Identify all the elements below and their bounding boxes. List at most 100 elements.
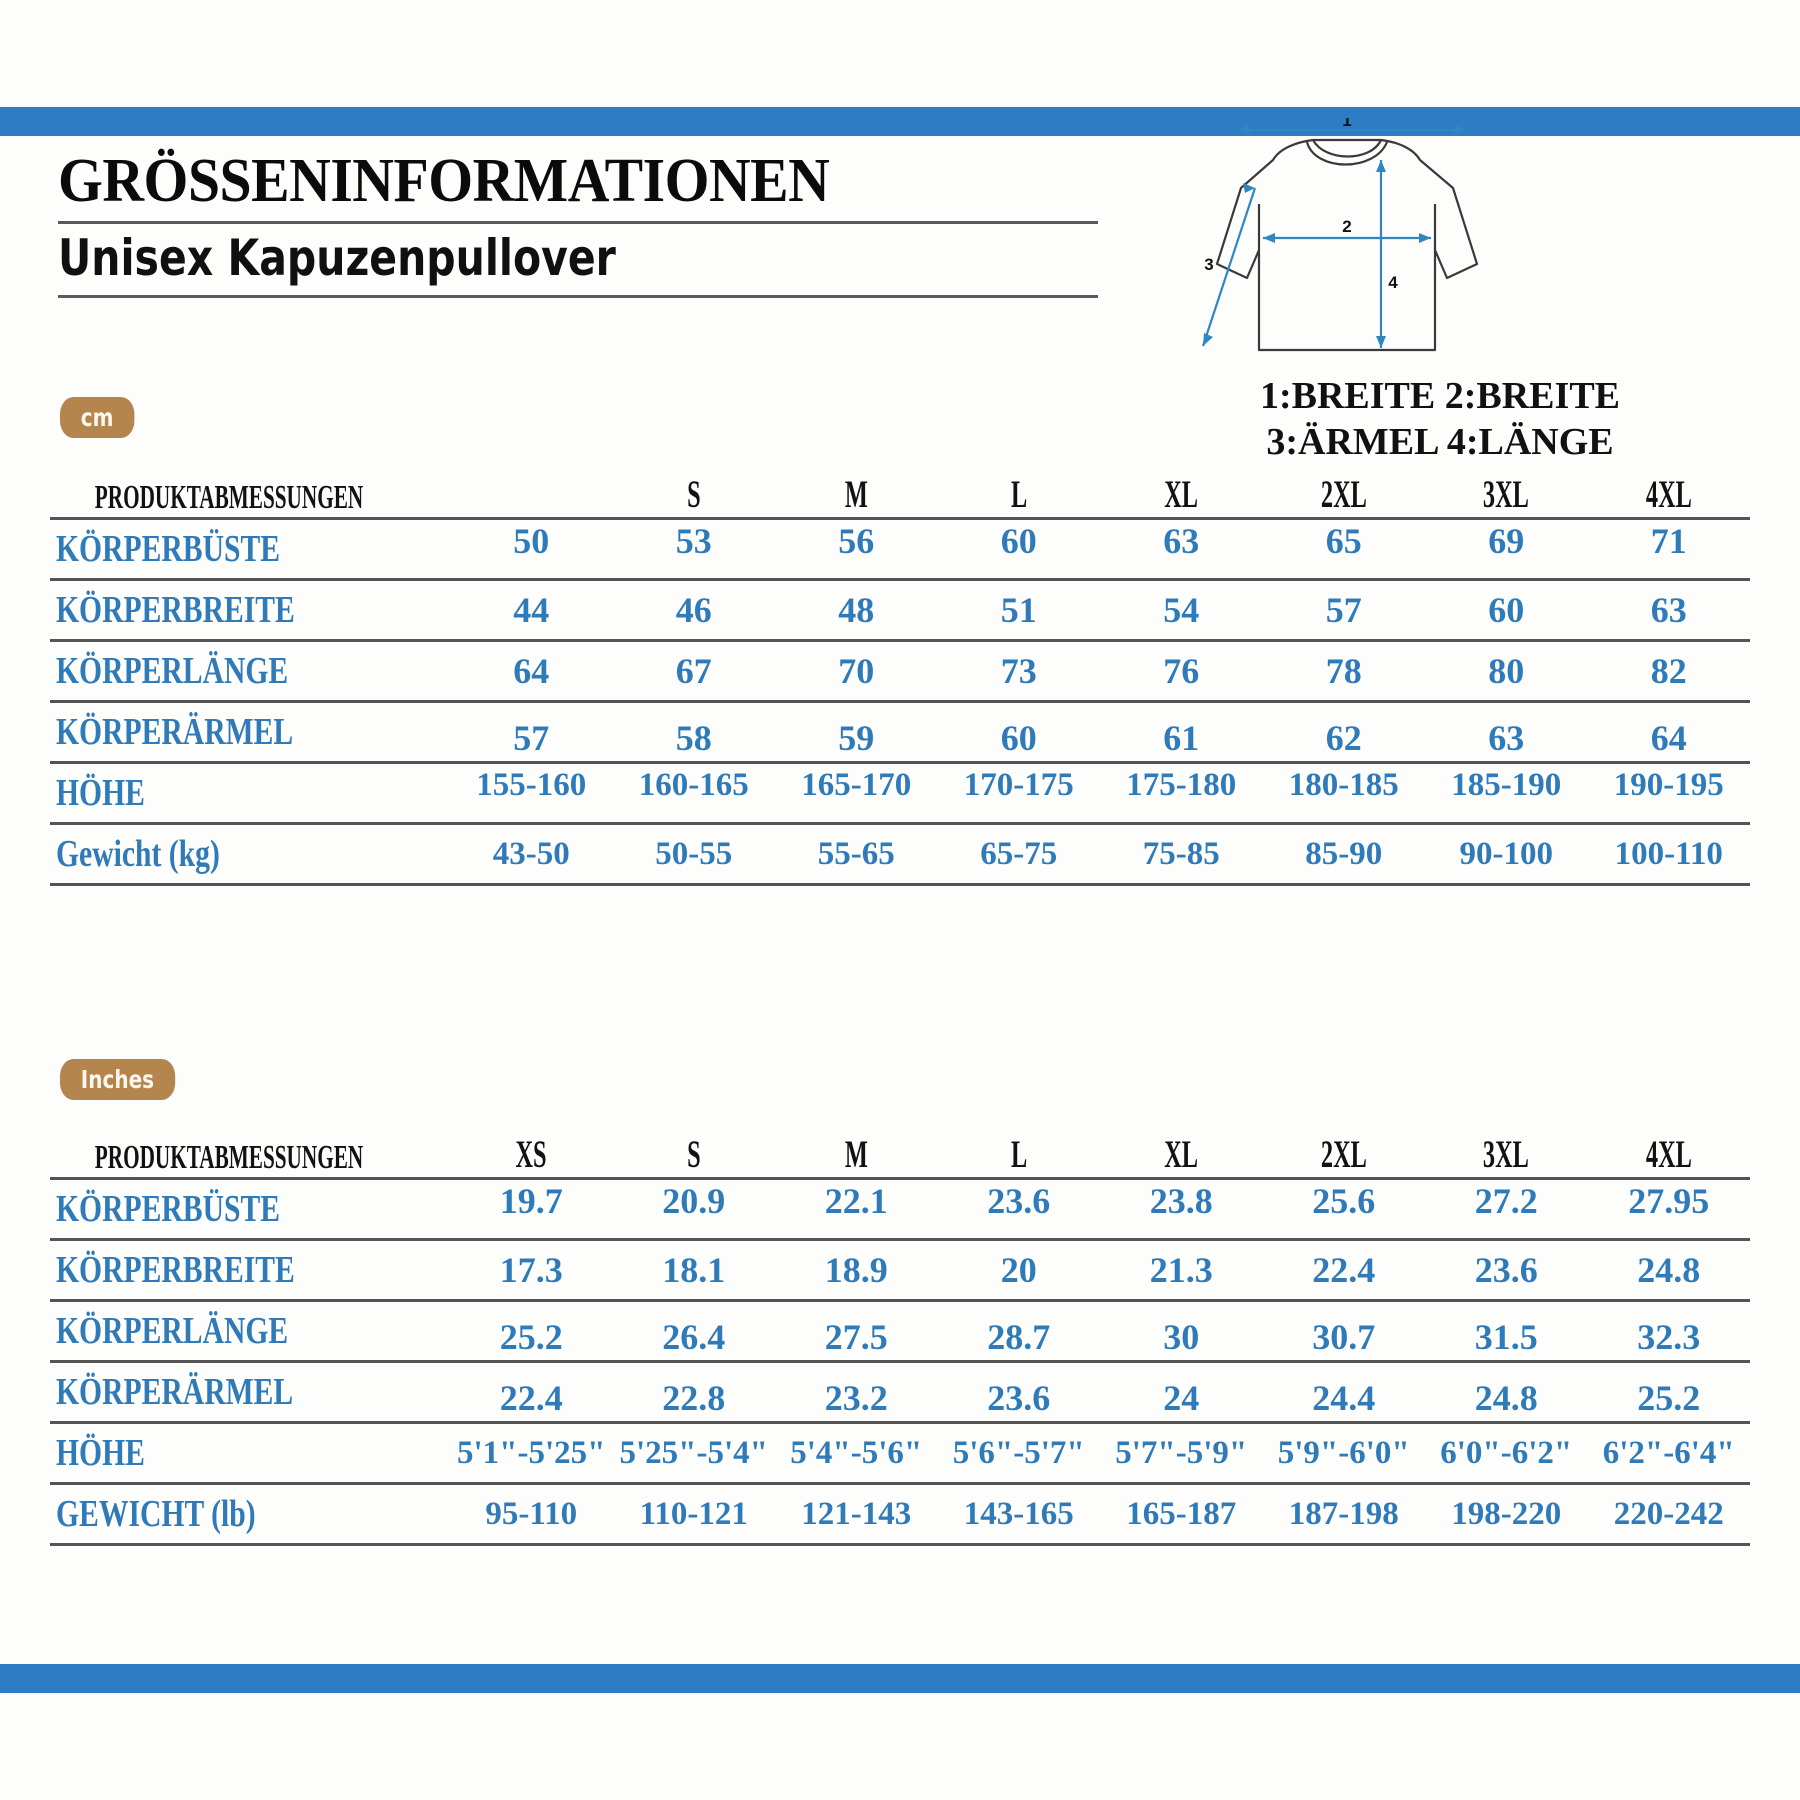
table-row: HÖHE 155-160 160-165 165-170 170-175 175… <box>50 762 1750 824</box>
cell: 21.3 <box>1149 1250 1213 1290</box>
column-header-in-xs: XS <box>515 1133 547 1176</box>
cell: 155-160 <box>476 766 587 803</box>
row-label: KÖRPERÄRMEL <box>56 711 294 753</box>
cell: 5'9"-6'0" <box>1277 1434 1410 1471</box>
cell: 5'7"-5'9" <box>1115 1434 1248 1471</box>
cell: 26.4 <box>662 1317 726 1357</box>
row-label: KÖRPERLÄNGE <box>56 1310 289 1352</box>
cell: 64 <box>513 651 550 691</box>
cell: 28.7 <box>987 1317 1051 1357</box>
cell: 22.8 <box>662 1378 726 1418</box>
cell: 32.3 <box>1637 1317 1701 1357</box>
cell: 23.2 <box>824 1378 888 1418</box>
column-header-cm-4xl: 4XL <box>1645 473 1692 516</box>
header-block: GRÖSSENINFORMATIONEN Unisex Kapuzenpullo… <box>58 150 1168 298</box>
hoodie-outline-svg: 1 2 3 4 <box>1201 111 1479 352</box>
cell: 51 <box>1000 590 1037 630</box>
table-header-row-cm: PRODUKTABMESSUNGEN S M L XL 2XL 3XL 4XL <box>50 455 1750 519</box>
cell: 18.9 <box>824 1250 888 1290</box>
cell: 185-190 <box>1451 766 1562 803</box>
cell: 6'0"-6'2" <box>1440 1434 1573 1471</box>
column-header-in-l: L <box>1010 1133 1027 1176</box>
cell: 69 <box>1488 521 1525 561</box>
cell: 56 <box>838 521 875 561</box>
table-row: KÖRPERLÄNGE 25.2 26.4 27.5 28.7 30 30.7 … <box>50 1300 1750 1362</box>
table-header-row-inches: PRODUKTABMESSUNGEN XS S M L XL 2XL 3XL 4… <box>50 1115 1750 1179</box>
cell: 23.8 <box>1149 1181 1213 1221</box>
cell: 25.2 <box>499 1317 563 1357</box>
cell: 22.4 <box>499 1378 563 1418</box>
cell: 73 <box>1000 651 1037 691</box>
cell: 18.1 <box>662 1250 726 1290</box>
row-label: KÖRPERBÜSTE <box>56 528 280 570</box>
cell: 80 <box>1488 651 1525 691</box>
cell: 27.5 <box>824 1317 888 1357</box>
size-table-cm: PRODUKTABMESSUNGEN S M L XL 2XL 3XL 4XL … <box>50 455 1750 886</box>
column-header-cm-m: M <box>844 473 868 516</box>
table-row: KÖRPERÄRMEL 57 58 59 60 61 62 63 64 <box>50 701 1750 763</box>
marker-4-label: 4 <box>1388 273 1398 292</box>
row-label: KÖRPERLÄNGE <box>56 650 289 692</box>
column-header-in-4xl: 4XL <box>1645 1133 1692 1176</box>
cell: 67 <box>675 651 712 691</box>
measurement-legend: 1:BREITE 2:BREITE 3:ÄRMEL 4:LÄNGE <box>1130 373 1750 466</box>
cell: 27.95 <box>1628 1181 1710 1221</box>
cell: 24.4 <box>1312 1378 1376 1418</box>
cell: 57 <box>1325 590 1362 630</box>
cell: 198-220 <box>1451 1495 1562 1532</box>
cell: 63 <box>1163 521 1200 561</box>
cell: 30 <box>1163 1317 1200 1357</box>
cell: 20.9 <box>662 1181 726 1221</box>
cell: 165-187 <box>1126 1495 1237 1532</box>
column-header-in-m: M <box>844 1133 868 1176</box>
cell: 53 <box>675 521 712 561</box>
row-label: KÖRPERBREITE <box>56 1249 295 1291</box>
table-row: GEWICHT (lb) 95-110 110-121 121-143 143-… <box>50 1483 1750 1545</box>
cell: 30.7 <box>1312 1317 1376 1357</box>
cell: 90-100 <box>1459 835 1554 872</box>
cell: 60 <box>1488 590 1525 630</box>
column-header-cm-s: S <box>686 473 701 516</box>
table-row: KÖRPERÄRMEL 22.4 22.8 23.2 23.6 24 24.4 … <box>50 1361 1750 1423</box>
top-accent-bar <box>0 107 1800 136</box>
cell: 65-75 <box>980 835 1058 872</box>
cell: 78 <box>1325 651 1362 691</box>
cell: 121-143 <box>801 1495 912 1532</box>
unit-badge-cm: cm <box>60 397 135 438</box>
cell: 165-170 <box>801 766 912 803</box>
cell: 50 <box>513 521 550 561</box>
cell: 44 <box>513 590 550 630</box>
cell: 59 <box>838 718 875 758</box>
table-row: Gewicht (kg) 43-50 50-55 55-65 65-75 75-… <box>50 823 1750 885</box>
cell: 82 <box>1650 651 1687 691</box>
cell: 5'1"-5'25" <box>457 1434 606 1471</box>
cell: 25.6 <box>1312 1181 1376 1221</box>
row-label: Gewicht (kg) <box>56 833 220 875</box>
column-header-measurement-inches: PRODUKTABMESSUNGEN <box>94 1139 364 1176</box>
cell: 20 <box>1000 1250 1037 1290</box>
cell: 31.5 <box>1474 1317 1538 1357</box>
cell: 5'25"-5'4" <box>619 1434 768 1471</box>
cell: 19.7 <box>499 1181 563 1221</box>
garment-diagram: 1 2 3 4 <box>1185 111 1505 368</box>
column-header-cm-3xl: 3XL <box>1483 473 1530 516</box>
column-header-in-s: S <box>686 1133 701 1176</box>
cell: 175-180 <box>1126 766 1237 803</box>
subtitle-divider <box>58 294 1098 298</box>
cell: 17.3 <box>499 1250 563 1290</box>
cell: 58 <box>675 718 712 758</box>
cell: 76 <box>1163 651 1200 691</box>
bottom-accent-bar <box>0 1664 1800 1693</box>
cell: 220-242 <box>1613 1495 1724 1532</box>
cell: 43-50 <box>492 835 570 872</box>
cell: 23.6 <box>987 1181 1051 1221</box>
cell: 24.8 <box>1474 1378 1538 1418</box>
row-label: KÖRPERÄRMEL <box>56 1371 294 1413</box>
table-row: KÖRPERLÄNGE 64 67 70 73 76 78 80 82 <box>50 640 1750 702</box>
cell: 6'2"-6'4" <box>1602 1434 1735 1471</box>
cell: 55-65 <box>817 835 895 872</box>
column-header-cm-0 <box>466 455 596 519</box>
cell: 23.6 <box>1474 1250 1538 1290</box>
row-label: KÖRPERBÜSTE <box>56 1188 280 1230</box>
column-header-in-3xl: 3XL <box>1483 1133 1530 1176</box>
